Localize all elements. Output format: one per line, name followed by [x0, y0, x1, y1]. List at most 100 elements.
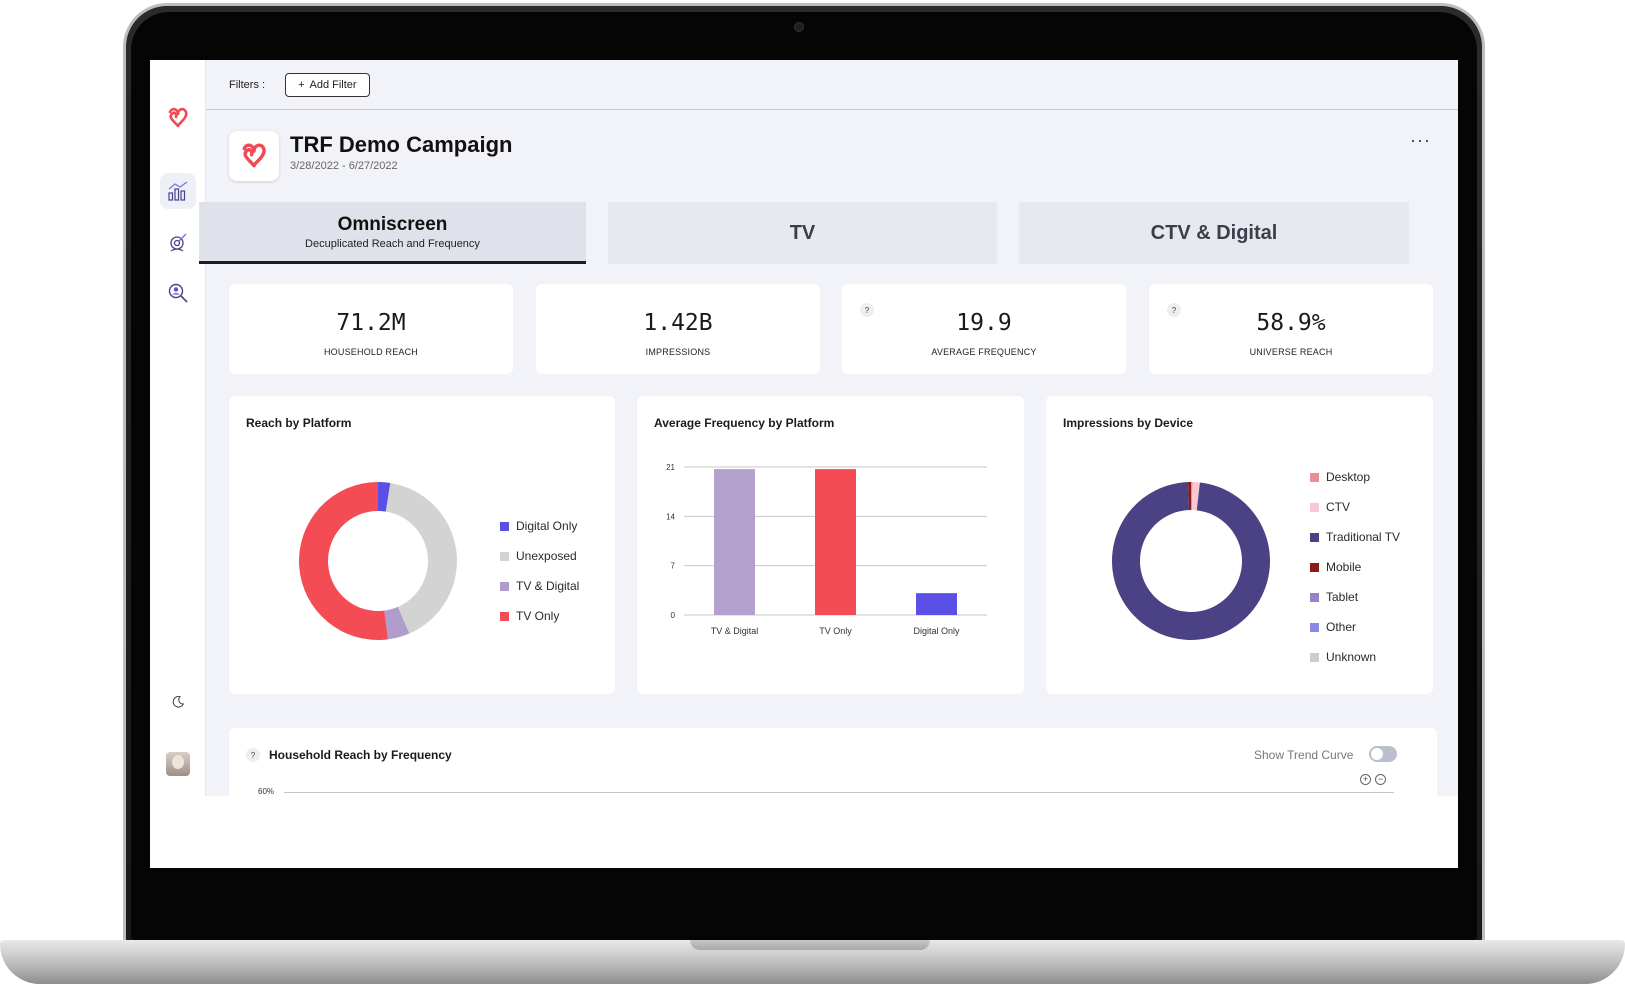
- y-axis-tick-label: 21: [666, 463, 675, 472]
- sidebar-item-analytics[interactable]: [160, 173, 196, 209]
- legend-swatch: [1310, 502, 1319, 512]
- kpi-label: UNIVERSE REACH: [1249, 347, 1333, 357]
- legend-swatch: [1310, 562, 1319, 572]
- laptop-notch: [690, 940, 930, 950]
- legend-swatch: [1310, 532, 1319, 542]
- brand-heart-icon: [242, 143, 266, 168]
- donut-slice-digital-only[interactable]: [378, 482, 391, 512]
- more-options-icon[interactable]: ···: [1410, 130, 1431, 150]
- y-axis-tick-label: 0: [671, 611, 676, 620]
- y-axis-tick-label: 7: [671, 562, 676, 571]
- trend-curve-toggle[interactable]: [1369, 746, 1397, 762]
- legend-item-unexposed[interactable]: Unexposed: [500, 541, 579, 571]
- legend-item-other[interactable]: Other: [1310, 612, 1400, 642]
- legend-item-tv-digital[interactable]: TV & Digital: [500, 571, 579, 601]
- kpi-household-reach: 71.2M HOUSEHOLD REACH: [229, 284, 513, 374]
- plus-icon: +: [298, 78, 305, 91]
- screen: Filters : + Add Filter TRF Demo Campaign…: [150, 60, 1458, 868]
- tab-ctv-digital[interactable]: CTV & Digital: [1019, 202, 1409, 264]
- legend-label: Unknown: [1326, 650, 1377, 664]
- tab-omniscreen-sublabel: Decuplicated Reach and Frequency: [305, 237, 480, 250]
- legend-swatch: [1310, 622, 1319, 632]
- kpi-impressions: 1.42B IMPRESSIONS: [536, 284, 820, 374]
- dashboard-app: Filters : + Add Filter TRF Demo Campaign…: [150, 60, 1458, 796]
- tab-tv-label: TV: [789, 221, 816, 244]
- impressions-by-device-card: Impressions by Device Desktop CTV Tradit…: [1046, 396, 1433, 694]
- webcam: [794, 22, 804, 32]
- tab-omniscreen[interactable]: Omniscreen Decuplicated Reach and Freque…: [199, 202, 586, 264]
- legend-item-unknown[interactable]: Unknown: [1310, 642, 1400, 672]
- bar-tv-only[interactable]: [815, 469, 856, 615]
- legend-label: Digital Only: [516, 519, 578, 533]
- frequency-bar-chart: 0 7 14 21 TV & Digital TV Only Digital Only: [666, 463, 987, 636]
- help-icon[interactable]: ?: [860, 303, 874, 317]
- bar-digital-only[interactable]: [916, 593, 957, 615]
- add-filter-button[interactable]: + Add Filter: [285, 72, 370, 97]
- brand-heart-logo-icon[interactable]: [164, 104, 192, 132]
- legend-label: CTV: [1326, 500, 1350, 514]
- audience-target-icon: [170, 233, 187, 252]
- user-avatar[interactable]: [166, 752, 190, 776]
- filters-label: Filters :: [229, 78, 266, 91]
- page-title: TRF Demo Campaign: [290, 132, 513, 157]
- kpi-average-frequency: ? 19.9 AVERAGE FREQUENCY: [842, 284, 1126, 374]
- dark-mode-toggle[interactable]: [160, 684, 196, 720]
- help-icon[interactable]: ?: [246, 748, 260, 762]
- legend-item-ctv[interactable]: CTV: [1310, 492, 1400, 522]
- donut-slice-tv-digital[interactable]: [384, 606, 410, 640]
- x-axis-tick-label: TV Only: [819, 626, 852, 636]
- kpi-label: HOUSEHOLD REACH: [323, 347, 418, 357]
- kpi-value: 58.9%: [1256, 310, 1326, 336]
- sidebar: [150, 60, 206, 796]
- y-axis-tick-label: 14: [666, 512, 675, 521]
- device-donut-chart: [1112, 482, 1270, 640]
- x-axis-tick-label: Digital Only: [913, 626, 960, 636]
- x-axis-tick-label: TV & Digital: [711, 626, 759, 636]
- legend-swatch: [1310, 652, 1319, 662]
- campaign-logo: [229, 131, 279, 181]
- donut-slice-mobile[interactable]: [1188, 482, 1191, 511]
- legend-label: Tablet: [1326, 590, 1359, 604]
- legend-item-tv-only[interactable]: TV Only: [500, 601, 579, 631]
- legend-item-digital-only[interactable]: Digital Only: [500, 511, 579, 541]
- card-title: Household Reach by Frequency: [269, 748, 452, 762]
- donut-slice-tv-only[interactable]: [299, 482, 388, 640]
- legend-item-mobile[interactable]: Mobile: [1310, 552, 1400, 582]
- kpi-value: 71.2M: [336, 310, 406, 336]
- legend-label: Other: [1326, 620, 1357, 634]
- reach-legend: Digital Only Unexposed TV & Digital TV O…: [500, 511, 579, 631]
- average-frequency-card: Average Frequency by Platform 0 7 14 21 TV &…: [637, 396, 1024, 694]
- zoom-out-icon[interactable]: −: [1375, 774, 1386, 785]
- campaign-date-range: 3/28/2022 - 6/27/2022: [290, 160, 398, 172]
- device-legend: Desktop CTV Traditional TV Mobile Tablet…: [1310, 462, 1400, 672]
- donut-slice-ctv[interactable]: [1191, 482, 1200, 511]
- bar-tv-digital[interactable]: [714, 469, 755, 615]
- donut-slice-desktop[interactable]: [1191, 482, 1193, 511]
- reach-by-platform-card: Reach by Platform Digital Only Unexposed…: [229, 396, 615, 694]
- user-search-icon: [168, 283, 188, 303]
- legend-item-traditional-tv[interactable]: Traditional TV: [1310, 522, 1400, 552]
- donut-slice-unexposed[interactable]: [385, 482, 457, 634]
- sidebar-item-search-audience[interactable]: [160, 275, 196, 311]
- legend-label: Traditional TV: [1326, 530, 1401, 544]
- bar-chart-icon: [168, 181, 188, 201]
- legend-swatch: [1310, 592, 1319, 602]
- legend-label: TV Only: [516, 609, 560, 623]
- legend-item-desktop[interactable]: Desktop: [1310, 462, 1400, 492]
- legend-item-tablet[interactable]: Tablet: [1310, 582, 1400, 612]
- legend-label: Unexposed: [516, 549, 577, 563]
- kpi-label: IMPRESSIONS: [645, 347, 711, 357]
- card-title: Impressions by Device: [1063, 416, 1194, 430]
- help-icon[interactable]: ?: [1167, 303, 1181, 317]
- moon-icon: [172, 695, 185, 708]
- donut-slice-traditional-tv[interactable]: [1112, 482, 1270, 640]
- add-filter-label: Add Filter: [309, 78, 357, 91]
- card-title: Average Frequency by Platform: [654, 416, 835, 430]
- legend-swatch: [500, 581, 509, 591]
- tab-tv[interactable]: TV: [608, 202, 997, 264]
- kpi-value: 19.9: [956, 310, 1012, 336]
- kpi-label: AVERAGE FREQUENCY: [931, 347, 1037, 357]
- legend-label: Desktop: [1326, 470, 1371, 484]
- zoom-in-icon[interactable]: +: [1360, 774, 1371, 785]
- sidebar-item-audience[interactable]: [160, 224, 196, 260]
